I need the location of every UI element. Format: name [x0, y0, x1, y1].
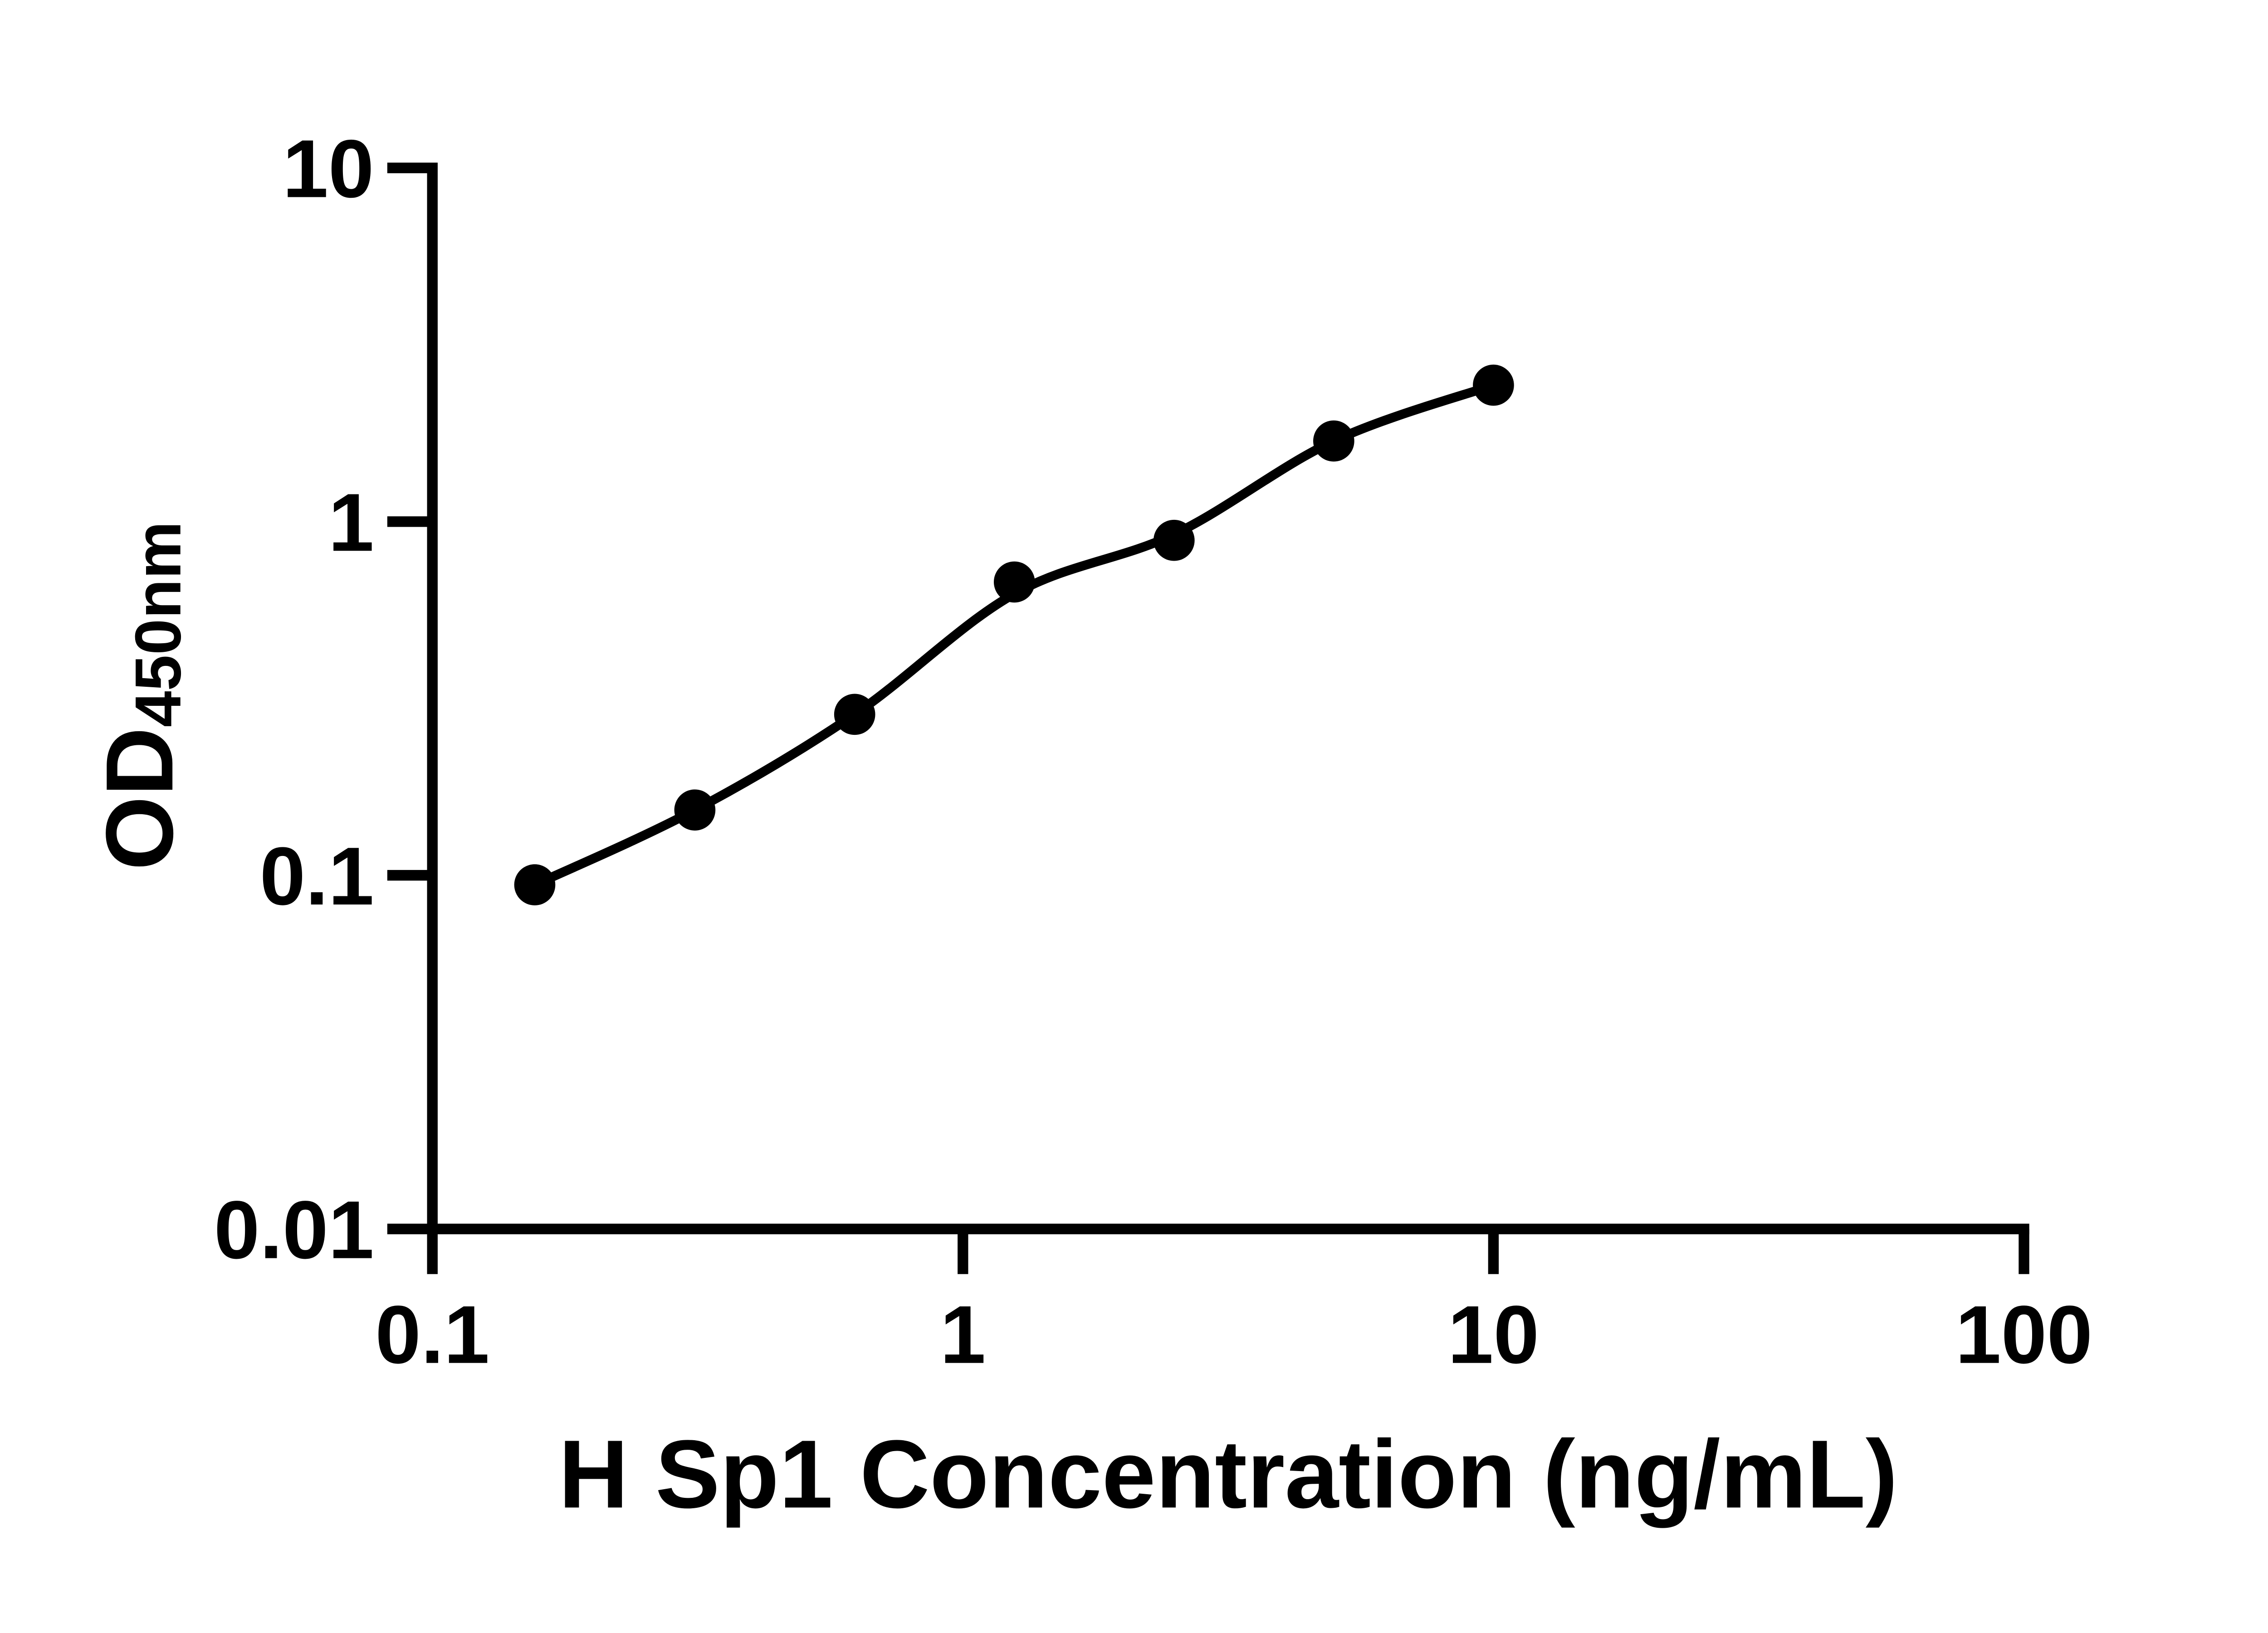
data-point	[1473, 364, 1514, 406]
data-point	[1313, 420, 1354, 462]
x-tick-label: 100	[1955, 1289, 2092, 1381]
x-tick-label: 0.1	[375, 1289, 489, 1381]
y-tick-label: 1	[328, 477, 374, 568]
data-point	[1153, 519, 1195, 561]
data-point	[834, 694, 875, 735]
y-tick-label: 0.01	[214, 1184, 374, 1276]
y-axis-title-main: OD	[86, 727, 193, 870]
y-tick-label: 0.1	[260, 831, 374, 922]
y-axis-title: OD450nm	[86, 521, 195, 870]
y-tick-label: 10	[283, 123, 374, 215]
data-point	[674, 789, 716, 831]
data-point	[993, 561, 1035, 603]
x-axis-title: H Sp1 Concentration (ng/mL)	[558, 1420, 1897, 1528]
data-point-layer	[514, 364, 1514, 905]
x-tick-label: 10	[1448, 1289, 1540, 1381]
x-tick-label: 1	[940, 1289, 986, 1381]
tick-layer	[387, 162, 2029, 1274]
data-point	[514, 864, 556, 905]
y-axis-title-subscript: 450nm	[122, 521, 195, 727]
axes-layer	[427, 162, 2029, 1235]
chart-background	[0, 20, 2268, 1613]
